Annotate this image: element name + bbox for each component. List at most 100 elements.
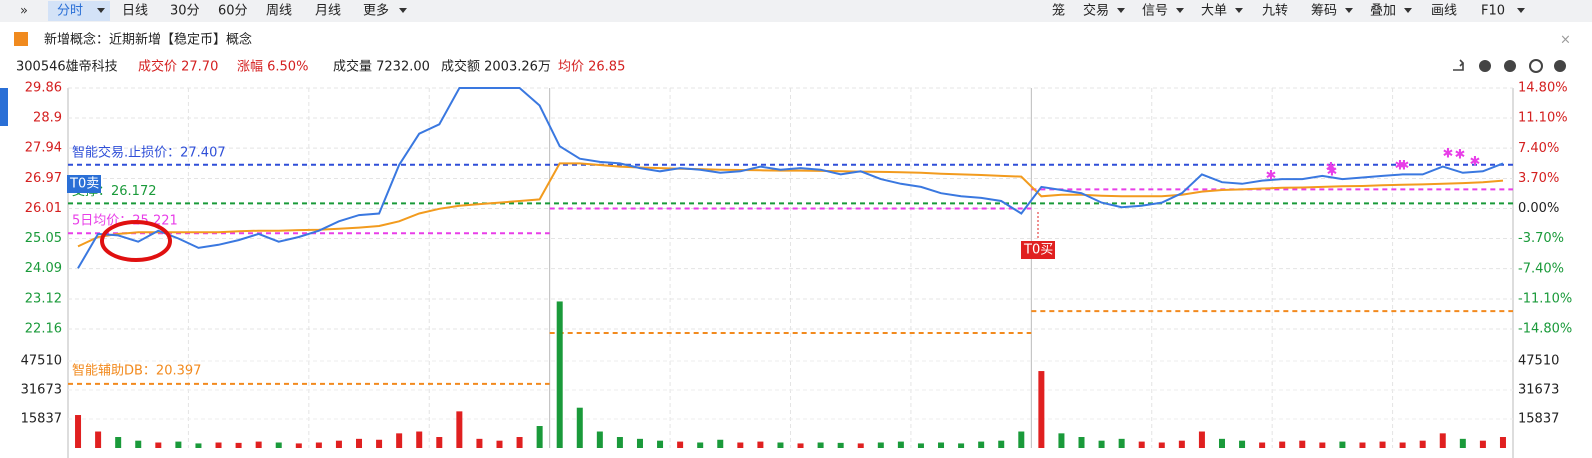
volume-bar	[596, 431, 603, 448]
volume-bar	[1479, 440, 1486, 448]
volume-bar	[616, 437, 623, 448]
signal-star: ✱	[1266, 169, 1277, 184]
dropdown-arrow	[1517, 8, 1525, 13]
volume-bar	[1118, 438, 1125, 448]
toolbar-button[interactable]: 交易	[1083, 3, 1109, 19]
expand-icon[interactable]: »	[20, 4, 28, 19]
volume-bar	[837, 442, 844, 448]
avg-price-line	[77, 162, 1504, 248]
dropdown-arrow	[1345, 8, 1353, 13]
volume-bar	[255, 441, 262, 448]
volume-bar	[315, 442, 322, 448]
volume-bar	[536, 426, 543, 448]
toolbar-button[interactable]: 信号	[1142, 4, 1168, 19]
dropdown-arrow	[1117, 8, 1125, 13]
tab[interactable]: 月线	[315, 4, 341, 19]
y2-tick-label: 14.80%	[1518, 81, 1568, 96]
volume-bar	[1379, 441, 1386, 448]
volume-bar	[396, 433, 403, 448]
volume-bar	[95, 431, 102, 448]
toolbar-button[interactable]: F10	[1481, 4, 1505, 19]
tab-active	[48, 1, 110, 21]
close-chart[interactable]	[1554, 60, 1566, 72]
concept-icon	[14, 32, 28, 46]
tab[interactable]: 30分	[170, 4, 200, 19]
signal-star: ✱	[1455, 148, 1466, 163]
volume-bar	[857, 443, 864, 448]
volume-bar	[1198, 431, 1205, 448]
close-button[interactable]: ×	[1560, 33, 1571, 48]
y-tick-label: 27.94	[25, 141, 62, 156]
volume-bar	[1058, 433, 1065, 448]
toolbar-button[interactable]: 画线	[1431, 4, 1457, 19]
volume-bar	[1239, 440, 1246, 448]
y2-tick-label: 3.70%	[1518, 171, 1559, 186]
toolbar-button[interactable]: 叠加	[1370, 4, 1396, 19]
volume-bar	[697, 442, 704, 448]
y2-tick-label: -14.80%	[1518, 322, 1572, 337]
y2-tick-label: -3.70%	[1518, 231, 1564, 246]
volume-bar	[576, 407, 583, 448]
volume-bar	[958, 443, 965, 448]
volume-bar	[295, 443, 302, 448]
volume-bar	[677, 441, 684, 448]
annotation-circle	[100, 220, 172, 262]
signal-sell: T0卖	[69, 177, 99, 192]
tab[interactable]: 60分	[218, 4, 248, 19]
side-tab[interactable]	[0, 88, 8, 126]
y-tick-label: 22.16	[25, 322, 62, 337]
zoom-out[interactable]	[1504, 60, 1516, 72]
y-tick-label: 23.12	[25, 291, 62, 306]
volume-bar	[556, 301, 563, 448]
volume-bar	[135, 440, 142, 448]
volume-bar	[1339, 441, 1346, 448]
volume-bar	[115, 437, 122, 448]
toolbar-button[interactable]: 笼	[1052, 3, 1065, 19]
volume-bar	[215, 442, 222, 448]
zoom-in[interactable]	[1479, 60, 1491, 72]
level-label: 智能交易.止损价：27.407	[72, 144, 226, 160]
volume-bar	[1259, 442, 1266, 448]
volume-bar	[1419, 440, 1426, 448]
volume-bar	[1018, 431, 1025, 448]
y-tick-label: 25.05	[25, 231, 62, 246]
tab[interactable]: 日线	[122, 4, 148, 19]
volume-bar	[897, 441, 904, 448]
volume-bar	[1218, 438, 1225, 448]
toolbar	[0, 0, 1592, 22]
volume-tick-label: 15837	[21, 411, 62, 426]
volume-tick-label: 47510	[21, 353, 62, 368]
dropdown-arrow	[399, 8, 407, 13]
volume-bar	[877, 442, 884, 448]
stat: 成交量 7232.00	[333, 59, 430, 75]
volume-bar	[717, 439, 724, 448]
back[interactable]	[1453, 59, 1465, 71]
volume-tick-label-right: 31673	[1518, 382, 1559, 397]
volume-bar	[416, 431, 423, 448]
price-line	[77, 87, 1504, 269]
volume-bar	[1038, 371, 1045, 448]
volume-tick-label-right: 47510	[1518, 353, 1559, 368]
tab[interactable]: 周线	[266, 4, 292, 19]
volume-bar	[476, 438, 483, 448]
volume-bar	[496, 440, 503, 448]
dropdown-arrow	[1404, 8, 1412, 13]
tab[interactable]: 更多	[363, 3, 389, 19]
volume-bar	[777, 442, 784, 448]
settings[interactable]	[1529, 59, 1543, 73]
y-tick-label: 29.86	[25, 81, 62, 96]
toolbar-button[interactable]: 九转	[1262, 4, 1288, 19]
volume-bar	[737, 442, 744, 448]
tab[interactable]: 分时	[57, 4, 83, 19]
y-tick-label: 26.01	[25, 201, 62, 216]
toolbar-button[interactable]: 大单	[1201, 4, 1227, 19]
volume-bar	[657, 440, 664, 448]
volume-bar	[978, 441, 985, 448]
volume-bar	[235, 442, 242, 448]
stat: 涨幅 6.50%	[237, 60, 308, 75]
volume-bar	[1499, 437, 1506, 448]
volume-bar	[1439, 433, 1446, 448]
toolbar-button[interactable]: 筹码	[1311, 3, 1337, 19]
volume-bar	[938, 442, 945, 448]
volume-bar	[636, 438, 643, 448]
